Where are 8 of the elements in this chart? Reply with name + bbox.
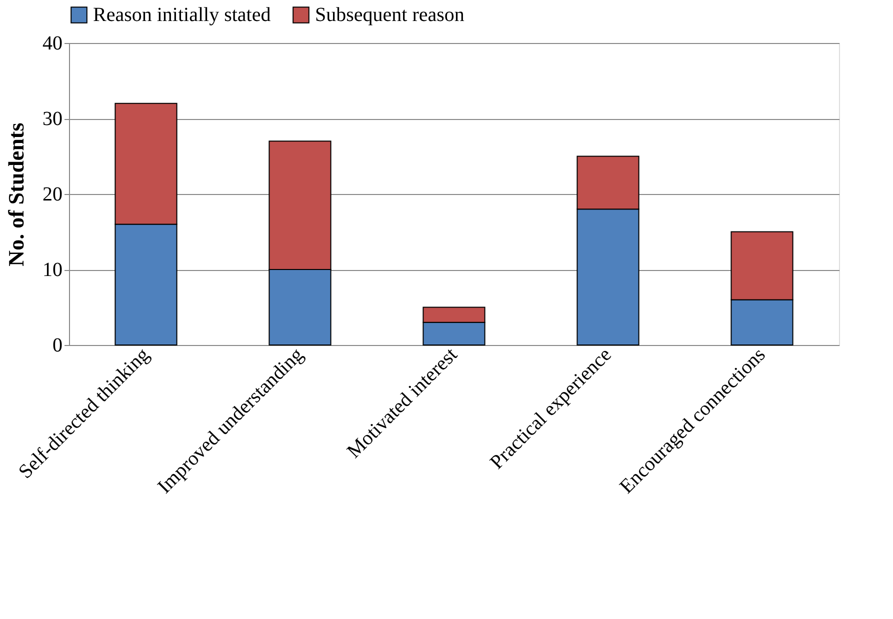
y-tick-label: 40 (42, 32, 62, 54)
y-axis-title: No. of Students (4, 122, 28, 266)
y-tick-label: 0 (52, 334, 62, 356)
legend-label: Reason initially stated (93, 4, 271, 26)
legend-label: Subsequent reason (315, 4, 464, 26)
y-tick-label: 10 (42, 259, 62, 281)
y-tick-label: 30 (42, 108, 62, 130)
y-tick-label: 20 (42, 184, 62, 206)
